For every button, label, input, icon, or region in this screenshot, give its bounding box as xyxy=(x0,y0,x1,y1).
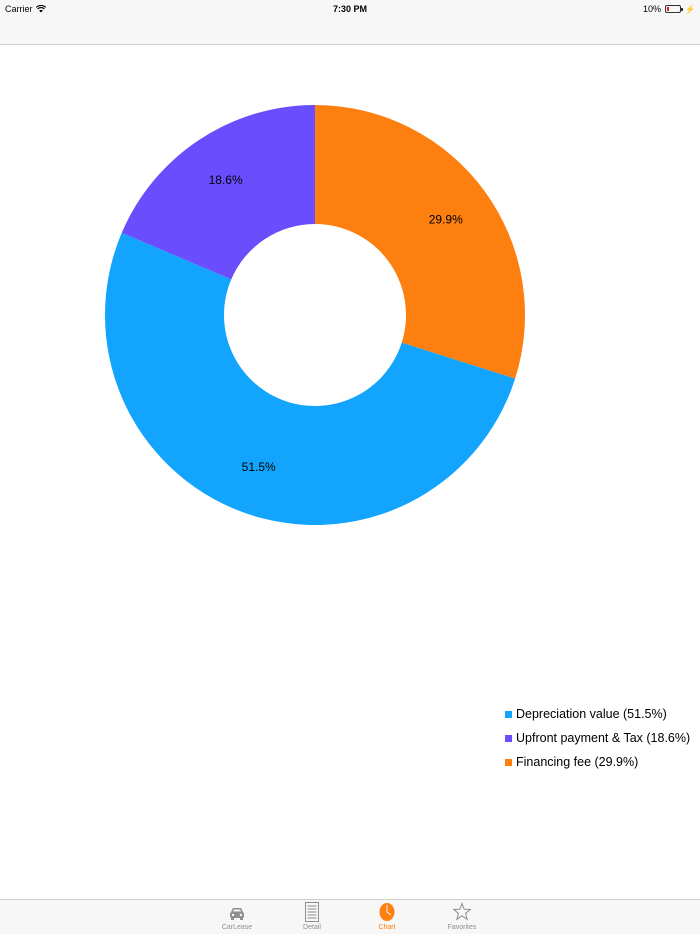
chart-slice-labels: 29.9% 51.5% 18.6% xyxy=(209,173,463,474)
tab-carlease[interactable]: CarLease xyxy=(207,902,267,931)
wifi-icon xyxy=(35,5,46,13)
legend-item-depreciation: Depreciation value (51.5%) xyxy=(505,702,690,726)
chart-legend: Depreciation value (51.5%) Upfront payme… xyxy=(505,702,690,774)
star-icon xyxy=(453,902,471,921)
pie-chart-icon xyxy=(379,903,395,921)
legend-swatch xyxy=(505,710,512,718)
status-bar: Carrier 7:30 PM 10% ⚡ xyxy=(0,0,700,20)
tab-chart[interactable]: Chart xyxy=(357,902,417,931)
charging-icon: ⚡ xyxy=(685,4,695,14)
tab-label: CarLease xyxy=(221,924,253,931)
car-icon xyxy=(230,908,244,920)
legend-item-upfront: Upfront payment & Tax (18.6%) xyxy=(505,726,690,750)
legend-label: Financing fee (29.9%) xyxy=(516,755,639,769)
tab-label: Detail xyxy=(303,924,321,931)
slice-upfront xyxy=(121,105,315,280)
battery-indicator: 10% ⚡ xyxy=(643,4,695,14)
legend-item-financing: Financing fee (29.9%) xyxy=(505,750,690,774)
slice-label: 29.9% xyxy=(429,212,463,226)
slice-label: 18.6% xyxy=(209,173,243,187)
tab-detail[interactable]: Detail xyxy=(282,902,342,931)
chart-slices xyxy=(105,105,525,525)
legend-swatch xyxy=(505,758,512,766)
battery-icon xyxy=(665,5,684,13)
tab-label: Favorites xyxy=(447,924,477,931)
slice-financing xyxy=(315,105,525,379)
carrier-label: Carrier xyxy=(5,4,33,14)
carrier-indicator: Carrier xyxy=(5,4,46,14)
navigation-bar xyxy=(0,20,700,45)
document-icon xyxy=(305,902,319,922)
slice-depreciation xyxy=(105,232,516,525)
status-time: 7:30 PM xyxy=(332,4,367,14)
slice-label: 51.5% xyxy=(242,460,276,474)
legend-label: Upfront payment & Tax (18.6%) xyxy=(516,731,691,745)
tab-favorites[interactable]: Favorites xyxy=(432,902,492,931)
tab-label: Chart xyxy=(378,924,396,931)
tab-bar: CarLease Detail Chart Favorites xyxy=(0,899,700,934)
legend-swatch xyxy=(505,734,512,742)
battery-percent: 10% xyxy=(643,4,662,14)
legend-label: Depreciation value (51.5%) xyxy=(516,707,667,721)
